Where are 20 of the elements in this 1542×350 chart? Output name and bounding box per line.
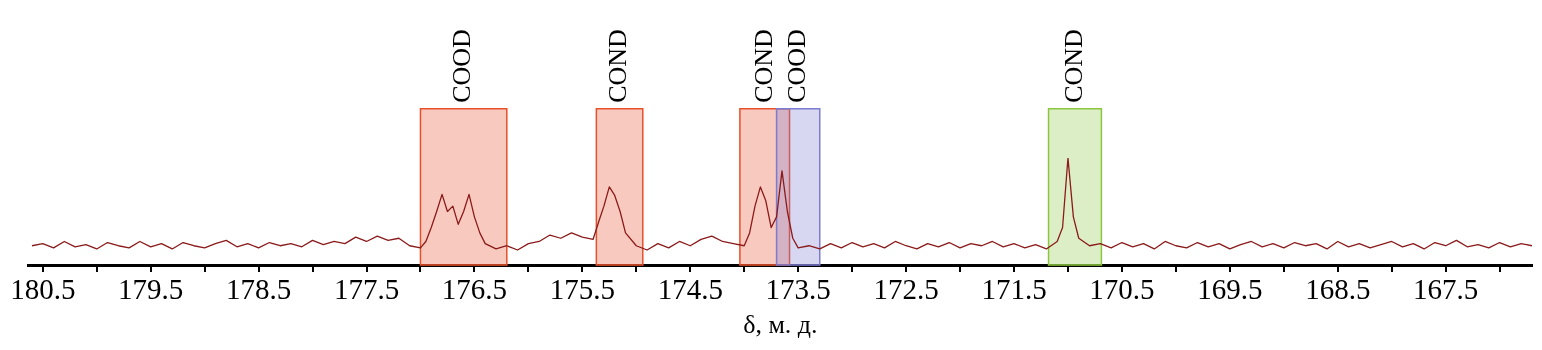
x-tick-label: 168.5: [1305, 273, 1371, 306]
x-tick-label: 175.5: [549, 273, 615, 306]
x-tick-label: 177.5: [333, 273, 400, 306]
x-tick-label: 167.5: [1413, 273, 1479, 306]
x-tick-label: 172.5: [873, 273, 939, 306]
x-tick-label: 173.5: [765, 273, 831, 306]
x-tick-label: 174.5: [657, 273, 723, 306]
x-tick-label: 180.5: [10, 273, 76, 306]
x-tick-label: 171.5: [981, 273, 1047, 306]
x-tick-label: 169.5: [1197, 273, 1263, 306]
band-label: COOD: [782, 29, 811, 103]
band-label: COOD: [447, 29, 477, 103]
x-tick-label: 178.5: [225, 273, 292, 306]
x-tick-label: 176.5: [441, 273, 508, 306]
band-label: COND: [1058, 29, 1088, 103]
x-tick-label: 179.5: [118, 273, 184, 306]
band-label: COND: [603, 29, 633, 103]
x-axis-title: δ, м. д.: [743, 310, 818, 340]
band-label: COND: [748, 29, 778, 103]
x-tick-label: 170.5: [1089, 273, 1155, 306]
